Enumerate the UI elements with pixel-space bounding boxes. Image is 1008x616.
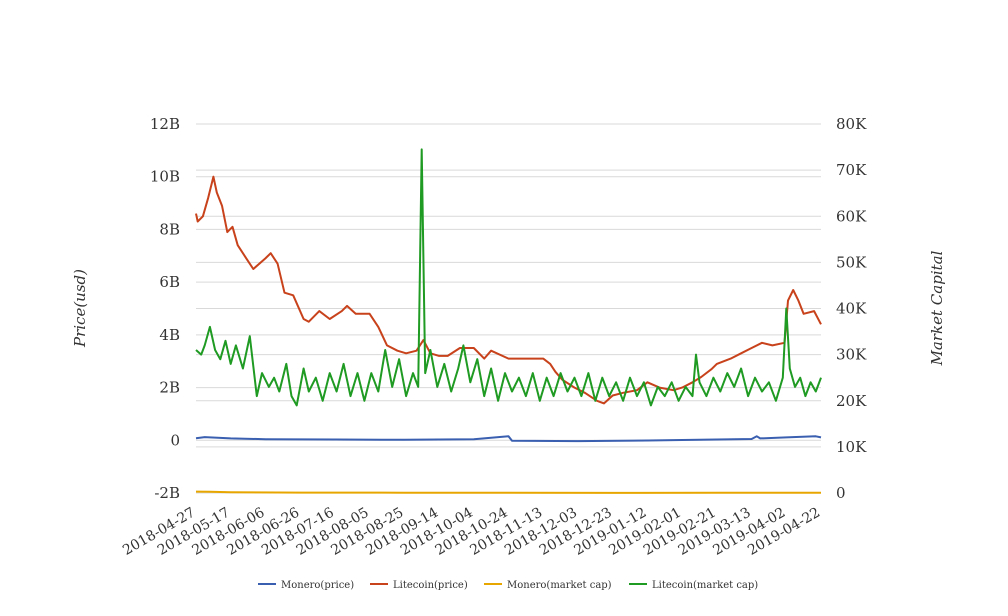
legend-label: Litecoin(market cap) (652, 580, 758, 591)
left-y-tick-label: 8B (159, 220, 180, 238)
right-y-tick-label: 40K (836, 300, 867, 318)
series-line-monero-price (195, 435, 822, 443)
x-axis: 2018-04-272018-05-172018-06-062018-06-26… (120, 505, 823, 559)
series-line-litecoin-market-cap (195, 148, 822, 407)
left-y-tick-label: 2B (159, 379, 180, 397)
left-y-axis: -2B 0 2B 4B 6B 8B 10B 12B (150, 115, 180, 502)
left-y-tick-label: 0 (170, 431, 180, 449)
right-y-axis: 0 10K 20K 30K 40K 50K 60K 70K 80K (836, 115, 867, 502)
right-y-tick-label: 30K (836, 346, 867, 364)
right-y-tick-label: 60K (836, 207, 867, 225)
left-y-tick-label: -2B (154, 484, 180, 502)
legend-label: Monero(market cap) (507, 580, 612, 591)
left-y-tick-label: 6B (159, 273, 180, 291)
right-y-tick-label: 10K (836, 438, 867, 456)
right-y-tick-label: 20K (836, 392, 867, 410)
left-y-tick-label: 4B (159, 326, 180, 344)
legend-label: Litecoin(price) (393, 580, 468, 591)
legend: Monero(price) Litecoin(price) Monero(marke… (258, 580, 758, 591)
left-y-tick-label: 12B (150, 115, 180, 133)
right-y-tick-label: 70K (836, 161, 867, 179)
series-line-monero-market-cap (195, 490, 822, 494)
plot-area (195, 148, 822, 494)
right-y-axis-title: Market Capital (928, 250, 946, 366)
right-y-tick-label: 0 (836, 484, 846, 502)
right-y-tick-label: 50K (836, 253, 867, 271)
right-y-tick-label: 80K (836, 115, 867, 133)
left-y-tick-label: 10B (150, 168, 180, 186)
series-line-litecoin-price (195, 175, 822, 405)
grid-lines (196, 123, 821, 494)
legend-label: Monero(price) (281, 580, 354, 591)
left-y-axis-title: Price(usd) (71, 269, 89, 348)
